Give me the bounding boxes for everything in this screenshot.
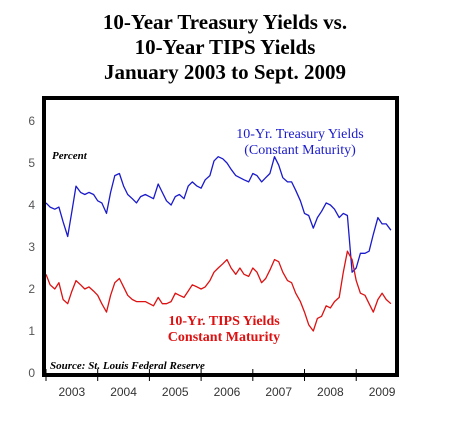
source-note: Source: St. Louis Federal Reserve [50,360,205,372]
x-tick-label: 2006 [214,385,241,399]
y-tick-label: 5 [28,156,35,170]
y-tick-label: 2 [28,282,35,296]
annotations: 10-Yr. Treasury Yields(Constant Maturity… [50,127,364,372]
y-tick-label: 1 [28,324,35,338]
chart-title-line-1: 10-Year Treasury Yields vs. [102,10,348,34]
chart-title-line-2: 10-Year TIPS Yields [134,35,316,59]
chart-title-line-3: January 2003 to Sept. 2009 [103,60,347,84]
x-tick-label: 2008 [317,385,344,399]
tips-series-sublabel: Constant Maturity [168,330,280,345]
tips-yield-line [45,250,392,332]
y-tick-label: 6 [28,114,35,128]
treasury-series-label: 10-Yr. Treasury Yields [236,127,363,142]
x-tick-label: 2009 [369,385,396,399]
x-tick-label: 2003 [59,385,86,399]
treasury-yield-line [45,156,392,273]
y-tick-label: 4 [28,198,35,212]
x-tick-label: 2005 [162,385,189,399]
y-axis-labels: 0 1 2 3 4 5 6 [28,114,35,380]
y-tick-label: 3 [28,240,35,254]
treasury-series-sublabel: (Constant Maturity) [244,143,356,158]
y-axis-label: Percent [52,150,88,162]
x-tick-label: 2004 [110,385,137,399]
y-tick-label: 0 [28,366,35,380]
x-axis-ticks [45,369,357,381]
x-tick-label: 2007 [265,385,292,399]
plot-frame [42,96,399,377]
x-axis-labels: 2003 2004 2005 2006 2007 2008 2009 [59,385,396,399]
series-lines [45,156,392,332]
tips-series-label: 10-Yr. TIPS Yields [168,314,280,329]
